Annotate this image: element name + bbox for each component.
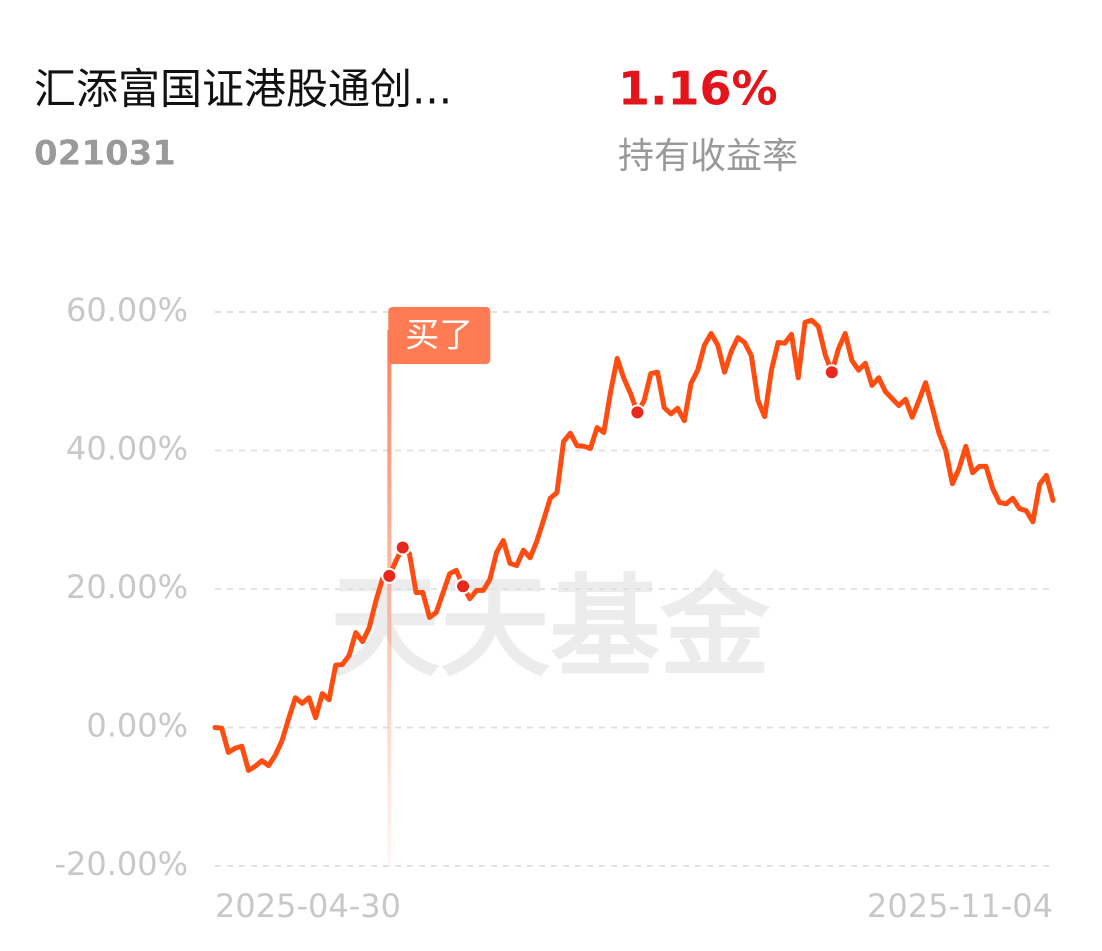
y-tick-label: 60.00% — [66, 291, 188, 329]
line-series — [212, 317, 1056, 773]
trade-dot — [823, 364, 840, 381]
y-tick-label: -20.00% — [54, 845, 188, 883]
return-value: 1.16% — [618, 62, 778, 116]
x-tick-label: 2025-11-04 — [867, 887, 1053, 925]
trade-dot — [629, 404, 646, 421]
fund-code: 021031 — [34, 134, 176, 174]
buy-line — [387, 330, 392, 866]
y-tick-label: 40.00% — [66, 430, 188, 468]
trade-dot — [455, 578, 472, 595]
fund-title: 汇添富国证港股通创... — [34, 65, 452, 114]
trade-dot — [381, 567, 398, 584]
y-tick-label: 0.00% — [86, 707, 188, 745]
buy-tag — [388, 307, 491, 364]
x-tick-label: 2025-04-30 — [215, 887, 401, 925]
return-label: 持有收益率 — [618, 136, 798, 177]
watermark: 天天基金 — [330, 563, 771, 691]
y-tick-label: 20.00% — [66, 568, 188, 606]
trade-dot — [394, 539, 411, 556]
buy-tag-text: 买了 — [405, 316, 473, 356]
